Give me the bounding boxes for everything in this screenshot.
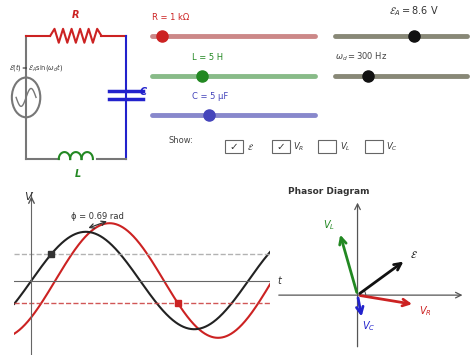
Text: $\mathcal{E}$: $\mathcal{E}$	[410, 249, 418, 260]
Text: $V_L$: $V_L$	[323, 219, 335, 233]
Text: ϕ = 0.69 rad: ϕ = 0.69 rad	[71, 212, 124, 221]
Text: Phasor Diagram: Phasor Diagram	[288, 187, 369, 196]
Text: ✓: ✓	[230, 142, 238, 152]
Text: $V_R$: $V_R$	[419, 304, 432, 318]
Text: $V_L$: $V_L$	[339, 141, 350, 153]
Text: $\omega_d = 300$ Hz: $\omega_d = 300$ Hz	[335, 51, 387, 63]
Text: $V_C$: $V_C$	[363, 320, 376, 333]
Bar	[272, 140, 290, 153]
Text: Show:: Show:	[169, 136, 193, 145]
Text: $V_C$: $V_C$	[386, 141, 398, 153]
Text: L: L	[75, 169, 81, 179]
Text: $\mathcal{E}_A = 8.6$ V: $\mathcal{E}_A = 8.6$ V	[390, 4, 439, 18]
Text: C = 5 μF: C = 5 μF	[192, 92, 228, 102]
Text: V: V	[24, 192, 31, 202]
Bar	[318, 140, 336, 153]
Text: $\mathcal{E}$: $\mathcal{E}$	[246, 142, 254, 152]
Text: C: C	[140, 87, 147, 97]
Text: L = 5 H: L = 5 H	[192, 53, 223, 62]
Text: ✓: ✓	[276, 142, 285, 152]
Text: $V_R$: $V_R$	[293, 141, 304, 153]
Text: $\mathcal{E}(t) = \mathcal{E}_A \sin(\omega_d t)$: $\mathcal{E}(t) = \mathcal{E}_A \sin(\om…	[9, 62, 63, 73]
Text: R: R	[72, 10, 80, 20]
Text: t: t	[278, 275, 282, 285]
Bar	[365, 140, 383, 153]
Bar	[225, 140, 243, 153]
Text: R = 1 kΩ: R = 1 kΩ	[152, 13, 190, 22]
